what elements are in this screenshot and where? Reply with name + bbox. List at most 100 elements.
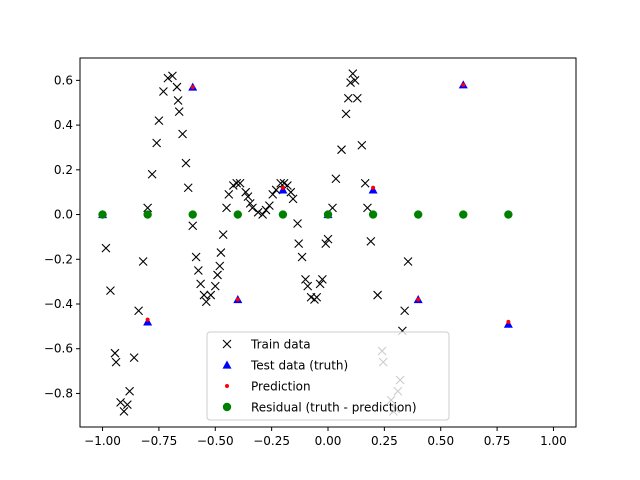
x-stroke <box>286 187 296 197</box>
prediction-point <box>145 317 150 322</box>
series-residual <box>98 210 513 219</box>
x-stroke <box>183 183 193 193</box>
x-stroke <box>343 93 353 103</box>
x-stroke <box>321 239 331 249</box>
x-stroke <box>168 71 177 81</box>
train-point <box>193 266 203 275</box>
x-stroke <box>201 297 211 307</box>
train-point <box>183 183 193 193</box>
x-stroke <box>119 406 129 416</box>
train-point <box>294 239 304 249</box>
train-point <box>293 219 302 228</box>
legend-label: Train data <box>250 338 311 352</box>
train-point <box>352 93 362 103</box>
train-point <box>235 178 245 188</box>
x-stroke <box>235 178 245 188</box>
train-point <box>357 140 367 150</box>
x-stroke <box>191 252 201 262</box>
x-tick-label: −0.50 <box>197 434 234 448</box>
x-stroke <box>312 292 322 302</box>
train-point <box>366 236 376 246</box>
train-point <box>288 194 298 204</box>
x-stroke <box>188 221 198 231</box>
prediction-point <box>371 185 376 190</box>
train-point <box>241 187 251 197</box>
train-point <box>106 286 115 295</box>
train-point <box>268 190 278 199</box>
x-stroke <box>232 178 242 188</box>
x-stroke <box>248 203 257 213</box>
x-stroke <box>245 198 255 208</box>
y-tick-label: 0.0 <box>54 208 73 222</box>
prediction-point <box>280 185 285 190</box>
x-stroke <box>159 87 168 96</box>
x-stroke <box>216 248 226 257</box>
legend-label: Residual (truth - prediction) <box>251 401 417 415</box>
train-point <box>168 71 177 81</box>
x-stroke <box>315 279 325 289</box>
train-point <box>129 353 139 363</box>
x-stroke <box>279 178 289 188</box>
train-point <box>271 185 281 195</box>
x-stroke <box>193 266 203 275</box>
train-point <box>222 203 231 213</box>
x-tick-label: 0.50 <box>427 434 454 448</box>
train-point <box>346 78 355 87</box>
prediction-point <box>461 82 466 87</box>
x-stroke <box>224 190 234 199</box>
x-stroke <box>181 158 191 168</box>
x-stroke <box>163 73 173 83</box>
legend-label: Test data (truth) <box>250 359 348 373</box>
train-point <box>199 290 209 300</box>
train-point <box>312 292 322 302</box>
train-point <box>147 169 157 179</box>
train-point <box>215 261 225 271</box>
x-stroke <box>294 239 304 249</box>
train-point <box>297 252 307 262</box>
x-stroke <box>199 290 209 300</box>
x-stroke <box>178 129 187 139</box>
x-stroke <box>154 116 164 126</box>
residual-point <box>368 210 378 219</box>
x-stroke <box>297 252 307 262</box>
x-stroke <box>129 353 139 363</box>
train-point <box>154 116 164 126</box>
x-stroke <box>101 243 111 253</box>
y-axis-ticks: −0.8 −0.6 −0.4 −0.2 0.0 0.2 0.4 0.6 <box>44 73 80 400</box>
x-stroke <box>173 96 183 105</box>
train-point <box>328 203 337 213</box>
train-point <box>301 275 310 284</box>
train-point <box>138 257 148 266</box>
x-stroke <box>276 178 286 188</box>
train-point <box>317 275 327 284</box>
x-stroke <box>110 348 120 358</box>
x-stroke <box>152 138 162 148</box>
x-stroke <box>366 236 376 246</box>
x-tick-label: 0.75 <box>484 434 511 448</box>
x-stroke <box>218 230 228 240</box>
train-point <box>143 203 153 213</box>
x-tick-label: 0.25 <box>371 434 398 448</box>
train-point <box>243 192 253 202</box>
legend-marker <box>222 339 232 349</box>
x-stroke <box>134 306 144 316</box>
x-stroke <box>222 203 231 213</box>
train-point <box>188 221 198 231</box>
y-tick-label: −0.2 <box>44 252 73 266</box>
train-point <box>173 96 183 105</box>
train-point <box>360 178 370 188</box>
x-tick-label: −0.75 <box>141 434 178 448</box>
x-stroke <box>122 400 132 410</box>
train-point <box>350 75 360 85</box>
x-stroke <box>210 281 220 291</box>
train-point <box>134 306 144 316</box>
train-point <box>400 306 410 316</box>
x-stroke <box>172 82 182 92</box>
y-tick-label: −0.6 <box>44 342 73 356</box>
y-tick-label: 0.6 <box>54 73 73 87</box>
x-stroke <box>268 190 278 199</box>
train-point <box>337 145 346 155</box>
x-stroke <box>341 109 351 119</box>
train-point <box>343 93 353 103</box>
x-stroke <box>328 203 337 213</box>
